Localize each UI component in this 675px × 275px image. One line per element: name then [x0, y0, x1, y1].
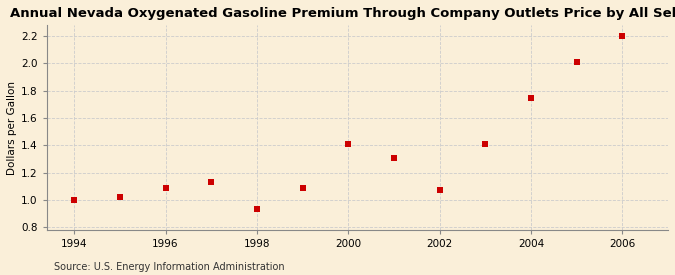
Point: [297, 185, 308, 190]
Point: [480, 142, 491, 146]
Point: [571, 60, 582, 64]
Point: [434, 188, 445, 192]
Point: [343, 142, 354, 146]
Point: [115, 195, 126, 199]
Text: Source: U.S. Energy Information Administration: Source: U.S. Energy Information Administ…: [54, 262, 285, 272]
Point: [252, 207, 263, 211]
Y-axis label: Dollars per Gallon: Dollars per Gallon: [7, 81, 17, 175]
Point: [69, 197, 80, 202]
Point: [160, 185, 171, 190]
Point: [389, 155, 400, 160]
Title: Annual Nevada Oxygenated Gasoline Premium Through Company Outlets Price by All S: Annual Nevada Oxygenated Gasoline Premiu…: [10, 7, 675, 20]
Point: [526, 95, 537, 100]
Point: [617, 34, 628, 39]
Point: [206, 180, 217, 184]
